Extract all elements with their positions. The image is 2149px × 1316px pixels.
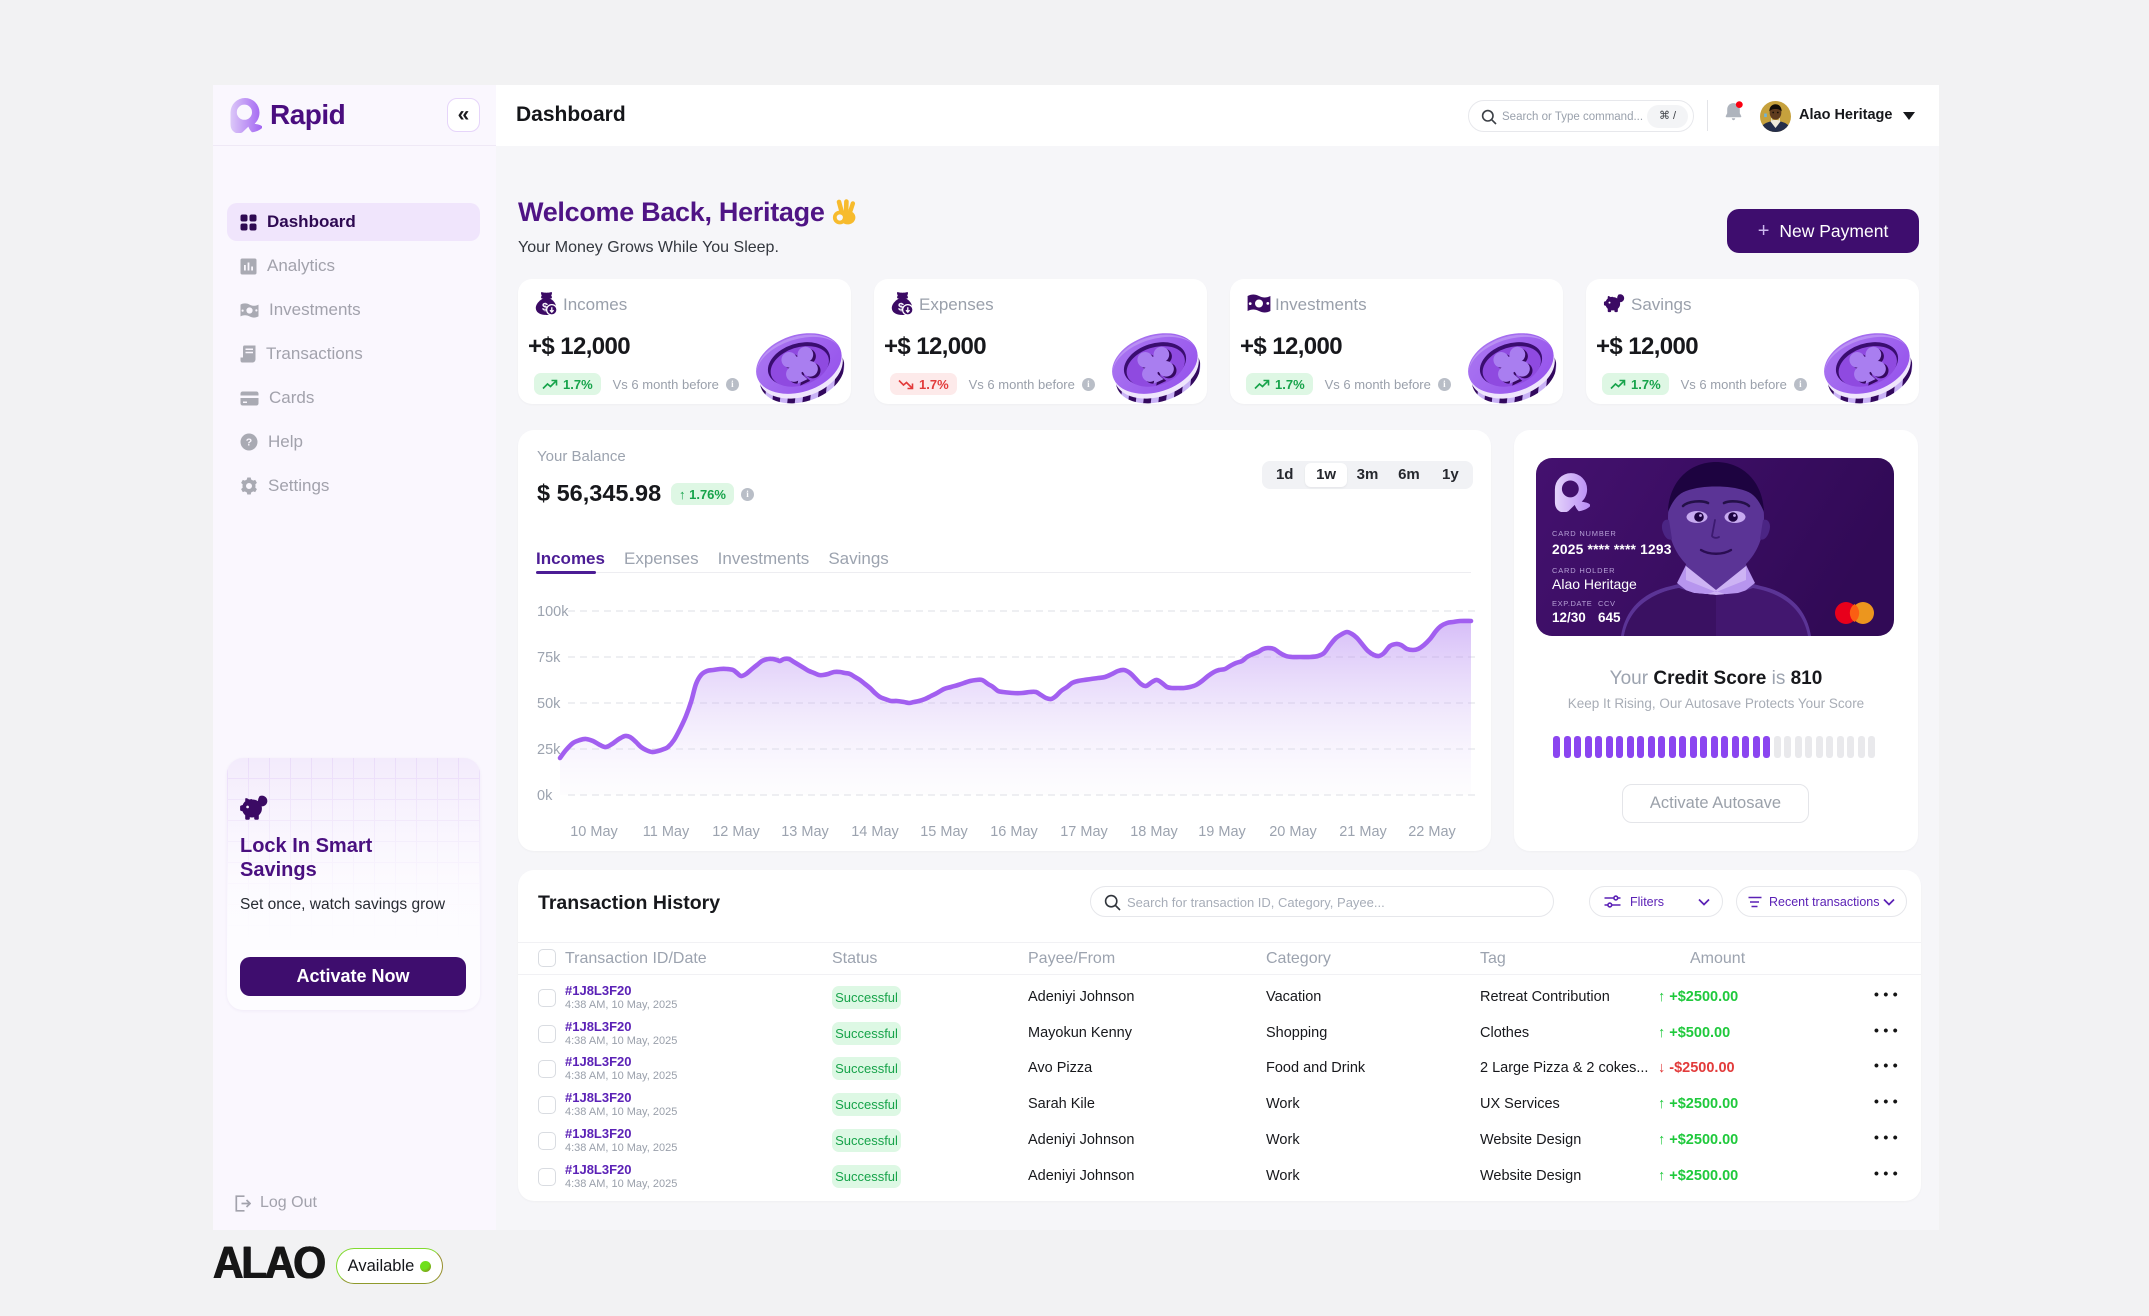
svg-text:$: $ — [898, 302, 904, 314]
svg-text:25k: 25k — [537, 742, 561, 758]
svg-text:21 May: 21 May — [1339, 824, 1387, 840]
svg-text:12 May: 12 May — [712, 824, 760, 840]
svg-text:CARD NUMBER: CARD NUMBER — [1552, 529, 1617, 538]
svg-text:12/30: 12/30 — [1552, 610, 1586, 625]
svg-text:16 May: 16 May — [990, 824, 1038, 840]
svg-text:22 May: 22 May — [1408, 824, 1456, 840]
svg-text:645: 645 — [1598, 610, 1621, 625]
svg-text:Alao Heritage: Alao Heritage — [1552, 576, 1637, 592]
svg-text:13 May: 13 May — [781, 824, 829, 840]
svg-text:$: $ — [542, 302, 548, 314]
svg-text:15 May: 15 May — [920, 824, 968, 840]
svg-text:10 May: 10 May — [570, 824, 618, 840]
svg-text:17 May: 17 May — [1060, 824, 1108, 840]
svg-text:CCV: CCV — [1598, 599, 1616, 608]
svg-text:14 May: 14 May — [851, 824, 899, 840]
svg-text:75k: 75k — [537, 650, 561, 666]
svg-text:20 May: 20 May — [1269, 824, 1317, 840]
svg-text:11 May: 11 May — [643, 824, 690, 840]
svg-text:100k: 100k — [537, 604, 569, 620]
svg-text:18 May: 18 May — [1130, 824, 1178, 840]
svg-text:EXP.DATE: EXP.DATE — [1552, 599, 1592, 608]
svg-text:0k: 0k — [537, 788, 553, 804]
svg-text:?: ? — [246, 437, 252, 449]
svg-text:CARD HOLDER: CARD HOLDER — [1552, 566, 1615, 575]
svg-text:2025 **** **** 1293: 2025 **** **** 1293 — [1552, 542, 1672, 557]
svg-text:19 May: 19 May — [1198, 824, 1246, 840]
svg-text:50k: 50k — [537, 696, 561, 712]
